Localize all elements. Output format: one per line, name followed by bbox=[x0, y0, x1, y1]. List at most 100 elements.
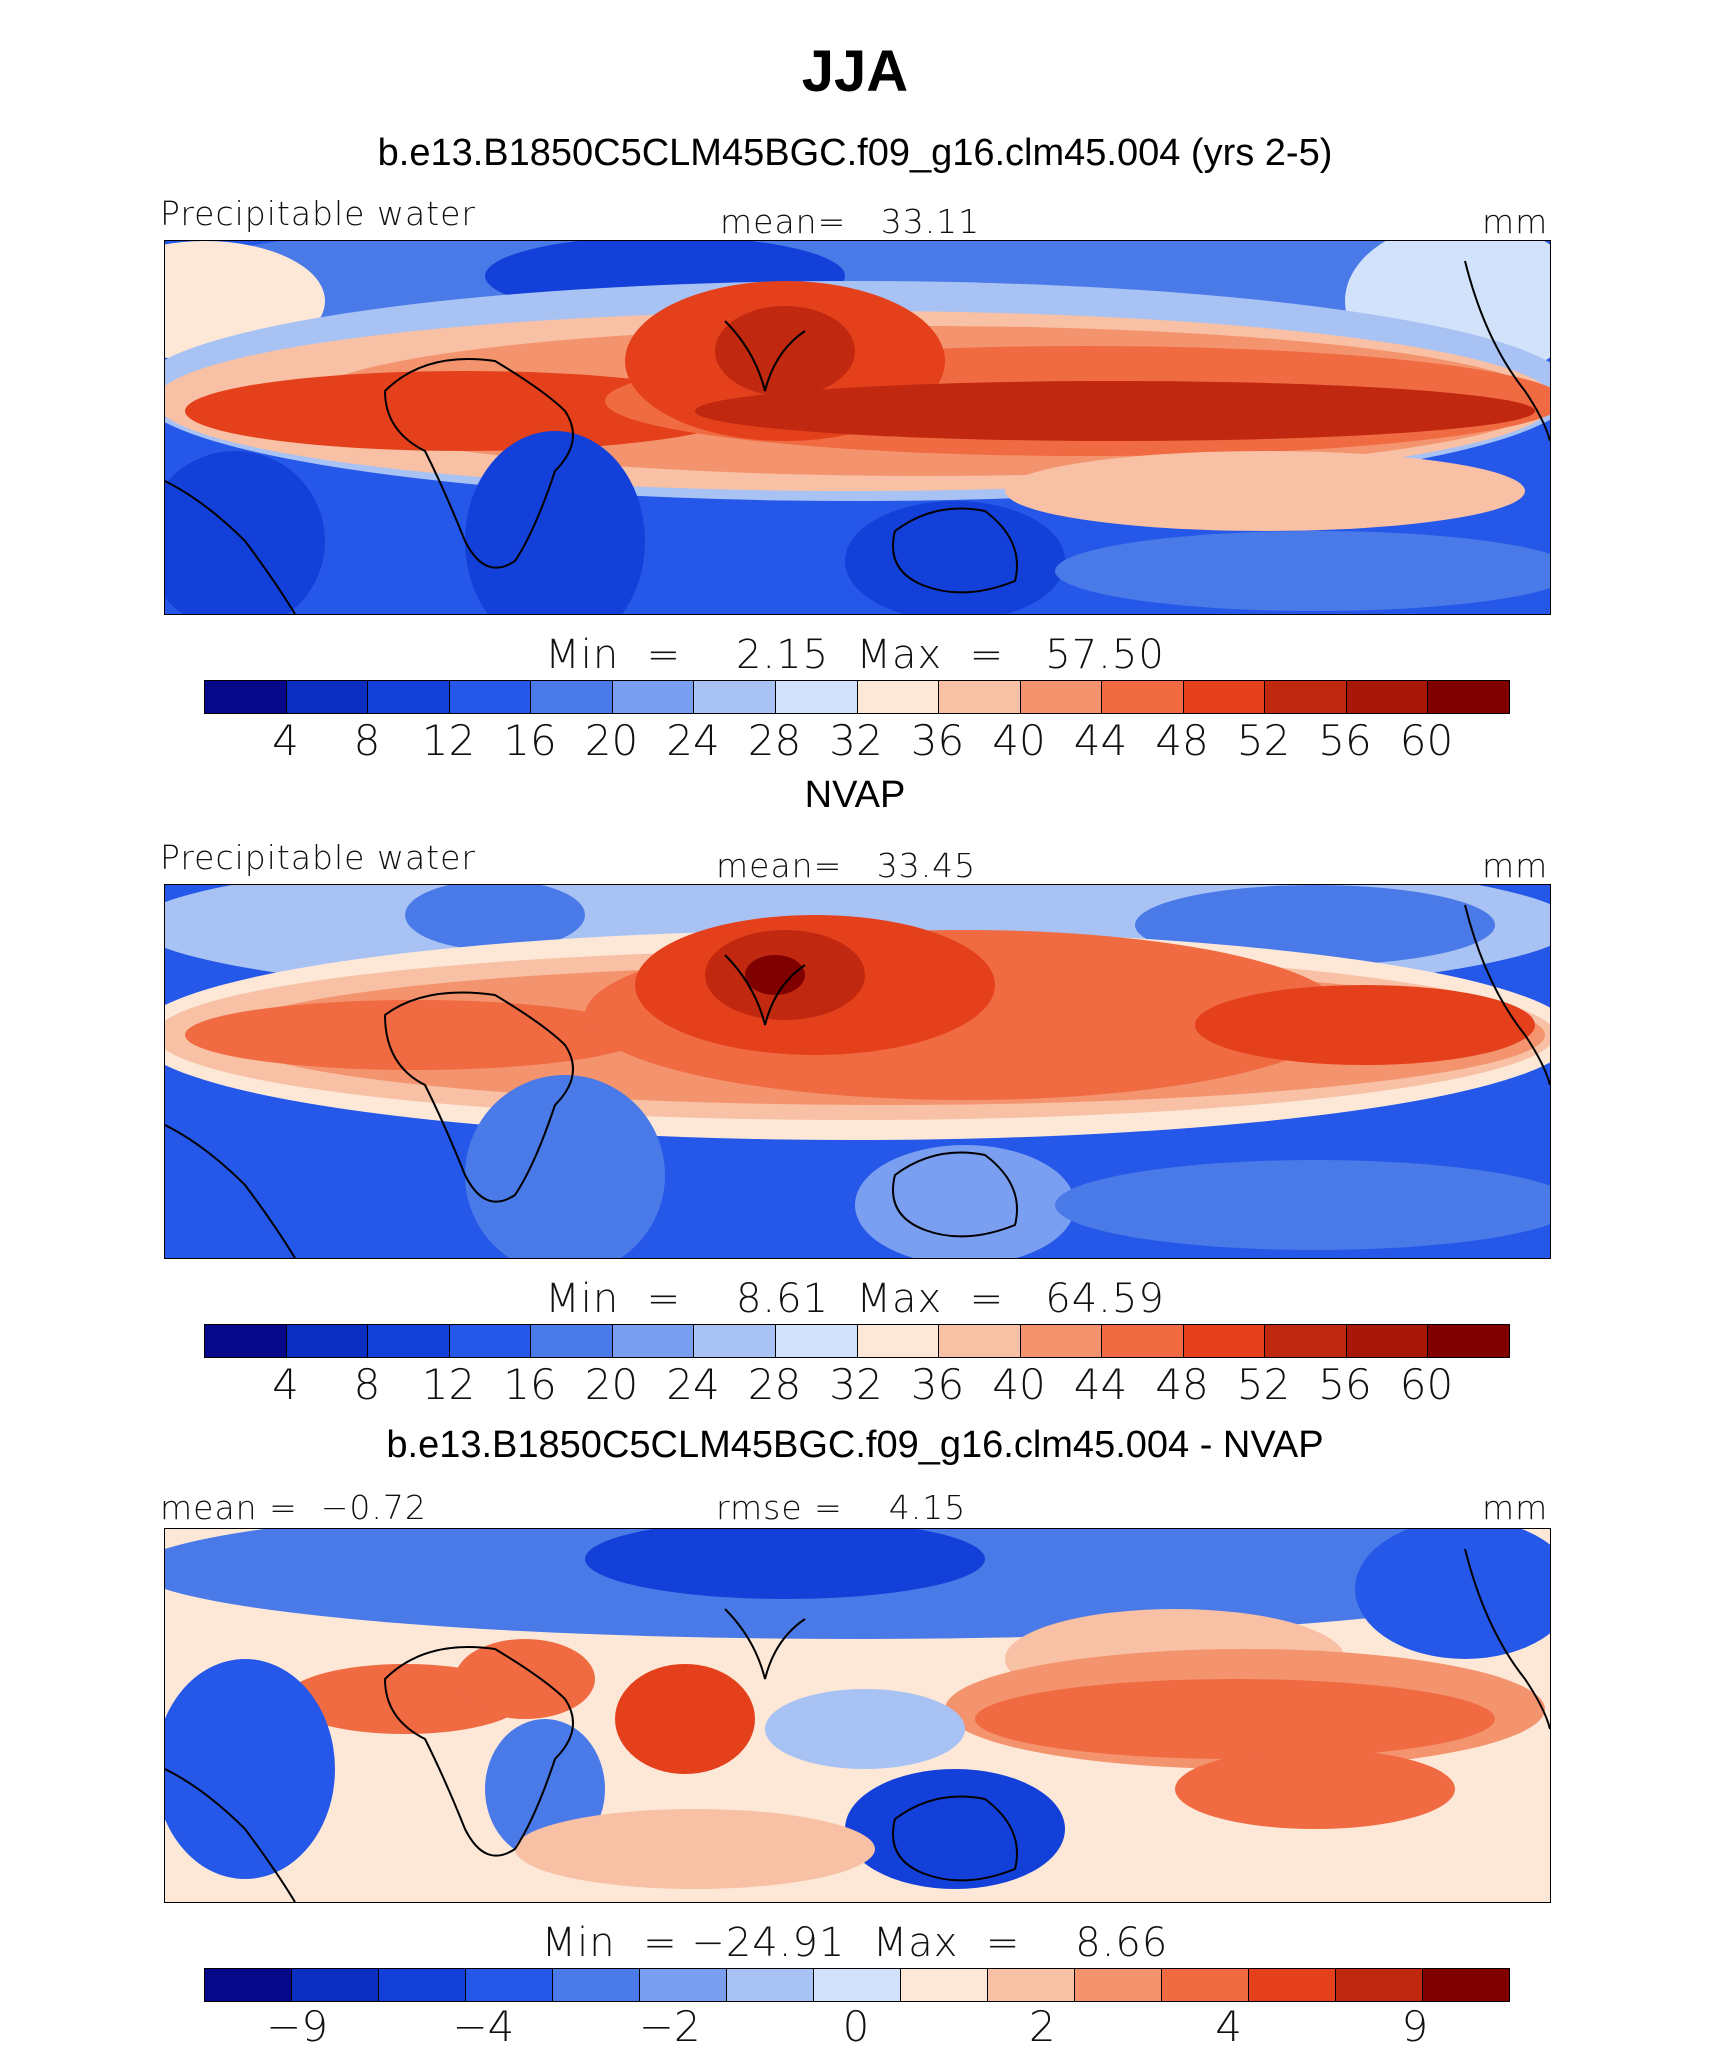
panel-1-units-label: mm bbox=[1482, 202, 1549, 241]
colorbar-tick-label: 40 bbox=[992, 716, 1046, 765]
colorbar-1-box bbox=[1428, 681, 1509, 713]
colorbar-tick-label: 20 bbox=[584, 716, 639, 765]
colorbar-3-box bbox=[1249, 1969, 1336, 2001]
colorbar-tick-label: 4 bbox=[272, 716, 299, 765]
colorbar-1-box bbox=[531, 681, 613, 713]
colorbar-tick-label: 44 bbox=[1073, 716, 1128, 765]
colorbar-3-box bbox=[205, 1969, 292, 2001]
colorbar-1-box bbox=[368, 681, 450, 713]
colorbar-2-box bbox=[1020, 1325, 1103, 1357]
panel-2-map bbox=[164, 884, 1551, 1259]
colorbar-1-box bbox=[286, 681, 369, 713]
colorbar-3-box bbox=[1075, 1969, 1162, 2001]
panel-2-tick-row: 4 8 12 16 20 24 28 32 36 40 44 48 52 56 60 bbox=[204, 1360, 1508, 1410]
colorbar-1-box bbox=[1346, 681, 1429, 713]
colorbar-2-box bbox=[449, 1325, 532, 1357]
panel-2-minmax: Min = 8.61 Max = 64.59 bbox=[545, 1276, 1165, 1322]
colorbar-1-box bbox=[857, 681, 940, 713]
colorbar-tick-label: 52 bbox=[1236, 716, 1291, 765]
colorbar-tick-label: 12 bbox=[421, 1360, 476, 1409]
panel-1-mean-label: mean= 33.11 bbox=[720, 202, 981, 241]
colorbar-3-box bbox=[988, 1969, 1075, 2001]
colorbar-tick-label: 52 bbox=[1236, 1360, 1291, 1409]
panel-3-title: b.e13.B1850C5CLM45BGC.f09_g16.clm45.004 … bbox=[386, 1424, 1324, 1466]
colorbar-tick-label: 28 bbox=[747, 716, 802, 765]
colorbar-tick-label: −2 bbox=[638, 2002, 701, 2051]
colorbar-2-box bbox=[286, 1325, 369, 1357]
colorbar-tick-label: 36 bbox=[910, 1360, 965, 1409]
colorbar-3-box bbox=[1162, 1969, 1249, 2001]
panel-3-mean-label: mean = −0.72 bbox=[160, 1488, 427, 1527]
colorbar-tick-label: 0 bbox=[842, 2002, 870, 2051]
colorbar-2-box bbox=[612, 1325, 695, 1357]
colorbar-tick-label: 12 bbox=[421, 716, 476, 765]
panel-3-colorbar bbox=[204, 1968, 1510, 2002]
panel-1-colorbar bbox=[204, 680, 1510, 714]
colorbar-2-box bbox=[694, 1325, 776, 1357]
panel-3-map bbox=[164, 1528, 1551, 1903]
colorbar-1-box bbox=[939, 681, 1021, 713]
colorbar-tick-label: 28 bbox=[747, 1360, 802, 1409]
panel-1-minmax: Min = 2.15 Max = 57.50 bbox=[545, 632, 1165, 678]
colorbar-tick-label: 9 bbox=[1401, 2002, 1429, 2051]
colorbar-1-box bbox=[612, 681, 695, 713]
panel-1-title: b.e13.B1850C5CLM45BGC.f09_g16.clm45.004 … bbox=[377, 132, 1333, 174]
colorbar-3-box bbox=[727, 1969, 814, 2001]
colorbar-3-box bbox=[553, 1969, 640, 2001]
colorbar-tick-label: 8 bbox=[353, 1360, 381, 1409]
colorbar-2-box bbox=[1183, 1325, 1266, 1357]
panel-2-colorbar bbox=[204, 1324, 1510, 1358]
colorbar-tick-label: 2 bbox=[1028, 2002, 1056, 2051]
colorbar-3-box bbox=[1423, 1969, 1509, 2001]
colorbar-2-box bbox=[368, 1325, 450, 1357]
colorbar-1-box bbox=[1102, 681, 1184, 713]
colorbar-3-box bbox=[814, 1969, 901, 2001]
panel-2-mean-label: mean= 33.45 bbox=[716, 846, 977, 885]
colorbar-tick-label: 24 bbox=[666, 716, 720, 765]
panel-1-map bbox=[164, 240, 1551, 615]
colorbar-tick-label: 4 bbox=[272, 1360, 299, 1409]
colorbar-tick-label: 56 bbox=[1318, 716, 1372, 765]
colorbar-1-box bbox=[1020, 681, 1103, 713]
panel-2-units-label: mm bbox=[1482, 846, 1549, 885]
colorbar-tick-label: 56 bbox=[1318, 1360, 1372, 1409]
colorbar-tick-label: 48 bbox=[1155, 1360, 1209, 1409]
colorbar-tick-label: 48 bbox=[1155, 716, 1209, 765]
colorbar-tick-label: 4 bbox=[1215, 2002, 1242, 2051]
colorbar-2-box bbox=[1265, 1325, 1347, 1357]
colorbar-1-box bbox=[694, 681, 776, 713]
colorbar-tick-label: 20 bbox=[584, 1360, 639, 1409]
panel-3-units-label: mm bbox=[1482, 1488, 1549, 1527]
panel-1-field-label: Precipitable water bbox=[160, 194, 476, 233]
colorbar-3-box bbox=[466, 1969, 553, 2001]
panel-3-minmax: Min = −24.91 Max = 8.66 bbox=[541, 1920, 1169, 1966]
panel-2-title: NVAP bbox=[804, 774, 906, 816]
colorbar-1-box bbox=[1183, 681, 1266, 713]
colorbar-3-box bbox=[901, 1969, 988, 2001]
colorbar-tick-label: 24 bbox=[666, 1360, 720, 1409]
colorbar-2-box bbox=[857, 1325, 940, 1357]
colorbar-1-box bbox=[775, 681, 858, 713]
panel-1-tick-row: 4 8 12 16 20 24 28 32 36 40 44 48 52 56 60 bbox=[204, 716, 1508, 766]
colorbar-2-box bbox=[1428, 1325, 1509, 1357]
colorbar-1-box bbox=[205, 681, 287, 713]
colorbar-tick-label: −9 bbox=[266, 2002, 329, 2051]
colorbar-3-box bbox=[379, 1969, 466, 2001]
panel-3-tick-row: −9 −4 −2 0 2 4 9 bbox=[204, 2002, 1508, 2052]
colorbar-tick-label: 16 bbox=[503, 1360, 557, 1409]
colorbar-tick-label: 8 bbox=[353, 716, 381, 765]
colorbar-2-box bbox=[775, 1325, 858, 1357]
colorbar-2-box bbox=[205, 1325, 287, 1357]
colorbar-tick-label: 40 bbox=[992, 1360, 1046, 1409]
panel-2-field-label: Precipitable water bbox=[160, 838, 476, 877]
colorbar-2-box bbox=[939, 1325, 1021, 1357]
colorbar-3-box bbox=[292, 1969, 379, 2001]
figure-title: JJA bbox=[801, 39, 909, 104]
panel-3-rmse-label: rmse = 4.15 bbox=[716, 1488, 967, 1527]
colorbar-2-box bbox=[531, 1325, 613, 1357]
colorbar-2-box bbox=[1102, 1325, 1184, 1357]
colorbar-tick-label: 60 bbox=[1399, 716, 1454, 765]
colorbar-3-box bbox=[640, 1969, 727, 2001]
colorbar-1-box bbox=[1265, 681, 1347, 713]
colorbar-tick-label: 32 bbox=[829, 1360, 883, 1409]
